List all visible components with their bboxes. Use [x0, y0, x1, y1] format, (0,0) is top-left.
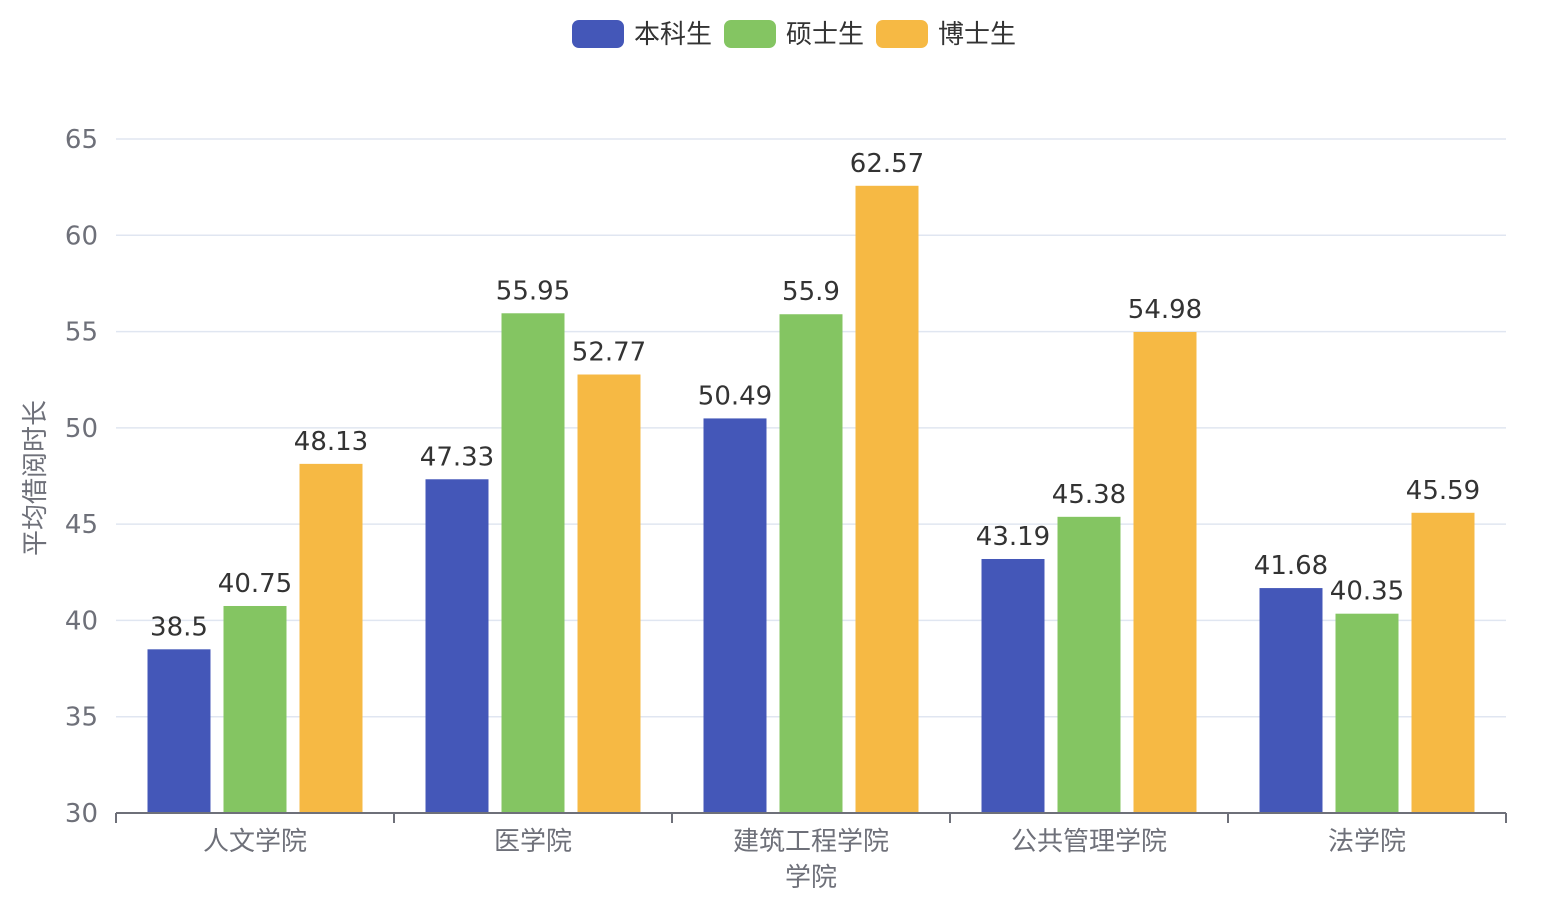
x-tick-label: 法学院	[1328, 827, 1406, 857]
legend-label: 硕士生	[786, 20, 864, 50]
x-tick-label: 建筑工程学院	[733, 827, 889, 857]
y-tick-label: 45	[65, 510, 98, 540]
y-tick-label: 50	[65, 414, 98, 444]
bar[interactable]	[1057, 516, 1121, 813]
bar-value-label: 38.5	[150, 612, 208, 642]
data-labels: 38.5 47.33 50.49 43.19 41.68 40.75 55.95 55.9 45…	[150, 149, 1480, 643]
bar-value-label: 40.35	[1330, 577, 1404, 607]
legend-item[interactable]: 博士生	[876, 20, 1016, 50]
bar[interactable]	[1411, 512, 1475, 813]
bar[interactable]	[147, 649, 211, 813]
legend[interactable]: 本科生 硕士生 博士生	[572, 20, 1016, 50]
x-tick-label: 人文学院	[203, 827, 307, 857]
legend-swatch	[876, 20, 928, 48]
bar-value-label: 52.77	[572, 338, 646, 368]
y-tick-label: 60	[65, 221, 98, 251]
bar-value-label: 45.59	[1406, 476, 1480, 506]
bar[interactable]	[425, 479, 489, 813]
y-tick-label: 35	[65, 703, 98, 733]
y-axis-title: 平均借阅时长	[21, 400, 51, 556]
legend-label: 本科生	[634, 20, 712, 50]
legend-label: 博士生	[938, 20, 1016, 50]
x-tick-label: 公共管理学院	[1011, 827, 1167, 857]
y-tick-label: 40	[65, 606, 98, 636]
bar[interactable]	[703, 418, 767, 813]
bar-value-label: 48.13	[294, 427, 368, 457]
bar-value-label: 47.33	[420, 442, 494, 472]
bar[interactable]	[1133, 331, 1197, 813]
legend-item[interactable]: 本科生	[572, 20, 712, 50]
bar[interactable]	[981, 558, 1045, 813]
y-tick-label: 65	[65, 125, 98, 155]
legend-swatch	[572, 20, 624, 48]
y-tick-label: 30	[65, 799, 98, 829]
bar-value-label: 41.68	[1254, 551, 1328, 581]
bar-value-label: 55.9	[782, 277, 840, 307]
bar-value-label: 40.75	[218, 569, 292, 599]
bar-value-label: 43.19	[976, 522, 1050, 552]
bar[interactable]	[779, 314, 843, 813]
bar-value-label: 45.38	[1052, 480, 1126, 510]
bar[interactable]	[501, 313, 565, 813]
legend-item[interactable]: 硕士生	[724, 20, 864, 50]
bar-value-label: 50.49	[698, 381, 772, 411]
legend-swatch	[724, 20, 776, 48]
bar[interactable]	[223, 605, 287, 813]
bar-value-label: 55.95	[496, 276, 570, 306]
bar-value-label: 54.98	[1128, 295, 1202, 325]
bar[interactable]	[855, 185, 919, 813]
bar[interactable]	[1335, 613, 1399, 813]
bars	[147, 185, 1475, 813]
bar[interactable]	[299, 463, 363, 813]
y-tick-label: 55	[65, 318, 98, 348]
x-tick-label: 医学院	[494, 827, 572, 857]
x-axis-title: 学院	[785, 863, 837, 893]
bar[interactable]	[1259, 588, 1323, 813]
axes: 30 35 40 45 50 55 60 65 人文学院 医学院 建筑工程学院 公共管理学院 法学院	[65, 125, 1507, 857]
bar-value-label: 62.57	[850, 149, 924, 179]
bar[interactable]	[577, 374, 641, 813]
